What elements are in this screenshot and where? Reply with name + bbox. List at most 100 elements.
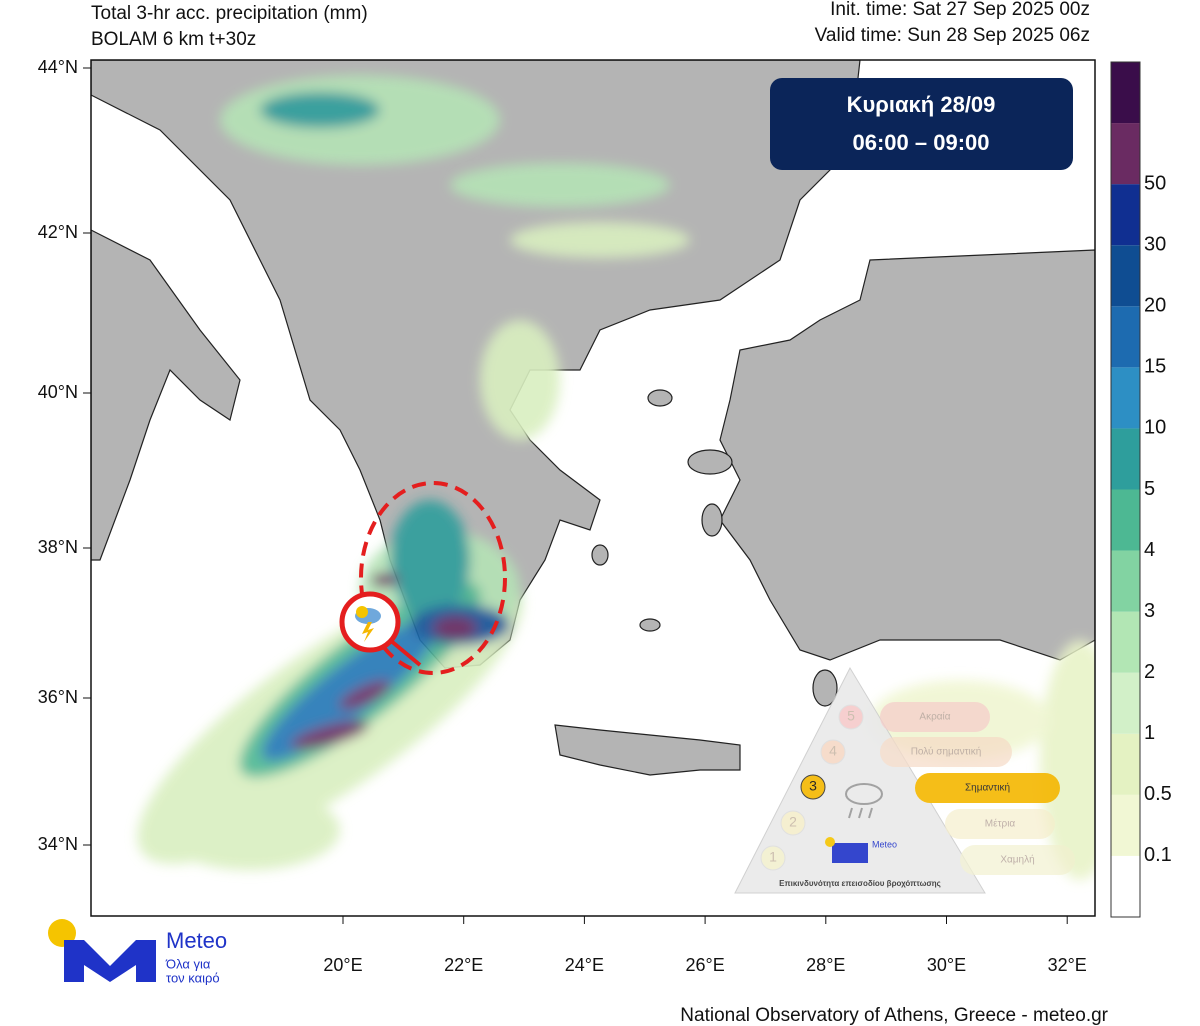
init-time: Init. time: Sat 27 Sep 2025 00z xyxy=(830,0,1090,20)
mini-logo xyxy=(832,843,868,863)
mini-logo-name: Meteo xyxy=(872,839,897,849)
lon-label: 32°E xyxy=(1048,955,1087,975)
lon-label: 28°E xyxy=(806,955,845,975)
logo-name: Meteo xyxy=(166,928,227,953)
colorbar-label: 20 xyxy=(1144,295,1166,317)
island xyxy=(701,503,723,537)
crete xyxy=(554,724,741,776)
risk-scale: Meteo Επικινδυνότητα επεισοδίου βροχόπτω… xyxy=(734,666,1075,894)
banner-box xyxy=(770,78,1073,170)
risk-label: Σημαντική xyxy=(965,782,1010,794)
logo-mark xyxy=(64,940,156,982)
colorbar-label: 1 xyxy=(1144,722,1155,744)
risk-label: Πολύ σημαντική xyxy=(911,746,982,758)
risk-number: 3 xyxy=(809,778,817,794)
island xyxy=(812,669,838,707)
lon-label: 24°E xyxy=(565,955,604,975)
lon-label: 20°E xyxy=(323,955,362,975)
risk-pill xyxy=(915,773,1060,803)
colorbar-bin xyxy=(1111,794,1140,856)
risk-badge xyxy=(820,739,846,765)
rain-cloud xyxy=(845,783,883,805)
model: BOLAM 6 km t+30z xyxy=(91,29,256,50)
risk-label: Ακραία xyxy=(919,711,950,723)
colorbar-label: 5 xyxy=(1144,478,1155,500)
colorbar-label: 0.5 xyxy=(1144,783,1172,805)
colorbar-label: 3 xyxy=(1144,600,1155,622)
colorbar-label: 0.1 xyxy=(1144,844,1172,866)
colorbar-bin xyxy=(1111,123,1140,185)
colorbar-frame xyxy=(1110,61,1141,918)
risk-pill xyxy=(880,702,990,732)
pointer-line xyxy=(388,638,422,667)
lat-label: 36°N xyxy=(38,687,78,707)
logo-tagline: Όλα για xyxy=(165,956,211,971)
risk-pill xyxy=(945,809,1055,839)
island xyxy=(647,389,673,407)
colorbar-label: 15 xyxy=(1144,356,1166,378)
colorbar-label: 10 xyxy=(1144,417,1166,439)
precipitation xyxy=(137,75,1095,880)
mini-logo-sun xyxy=(825,837,835,847)
colorbar-bin xyxy=(1111,306,1140,368)
risk-badge xyxy=(760,845,786,871)
map xyxy=(91,60,1095,916)
risk-badge xyxy=(800,774,826,800)
title: Total 3-hr acc. precipitation (mm) xyxy=(91,3,368,24)
lat-label: 40°N xyxy=(38,382,78,402)
risk-caption: Επικινδυνότητα επεισοδίου βροχόπτωσης xyxy=(779,879,941,888)
risk-pill xyxy=(880,737,1012,767)
colorbar: 0.1 0.5 1 2 3 4 5 10 15 20 30 50 xyxy=(1110,61,1172,918)
banner-period: 06:00 – 09:00 xyxy=(853,130,990,155)
risk-number: 4 xyxy=(829,743,837,759)
lat-label: 34°N xyxy=(38,834,78,854)
risk-number: 1 xyxy=(769,849,777,865)
lightning xyxy=(362,622,374,642)
storm-sun xyxy=(356,606,368,618)
colorbar-bin xyxy=(1111,855,1140,917)
turkey xyxy=(719,249,1095,661)
axes: 44°N 42°N 40°N 38°N 36°N 34°N 20°E 22°E 24°E 26°E… xyxy=(38,57,1087,975)
island xyxy=(639,618,661,632)
risk-badge xyxy=(838,704,864,730)
risk-number: 5 xyxy=(847,708,855,724)
colorbar-label: 4 xyxy=(1144,539,1155,561)
colorbar-bin xyxy=(1111,550,1140,612)
colorbar-label: 50 xyxy=(1144,172,1166,194)
lat-label: 38°N xyxy=(38,537,78,557)
colorbar-bin xyxy=(1111,184,1140,246)
footer: National Observatory of Athens, Greece -… xyxy=(680,1005,1108,1026)
banner: Κυριακή 28/09 06:00 – 09:00 xyxy=(770,78,1073,170)
colorbar-label: 2 xyxy=(1144,661,1155,683)
lat-label: 44°N xyxy=(38,57,78,77)
lon-label: 26°E xyxy=(685,955,724,975)
island xyxy=(687,449,733,475)
risk-pill xyxy=(960,845,1075,875)
highlight-area xyxy=(359,481,507,675)
balkans xyxy=(91,60,861,669)
rain-drops xyxy=(848,807,873,819)
valid-time: Valid time: Sun 28 Sep 2025 06z xyxy=(815,25,1090,46)
risk-label: Χαμηλή xyxy=(1000,854,1034,866)
logo: Meteo Όλα για τον καιρό xyxy=(48,919,227,985)
colorbar-bin xyxy=(1111,672,1140,734)
island xyxy=(591,544,609,566)
lat-label: 42°N xyxy=(38,222,78,242)
colorbar-bin xyxy=(1111,245,1140,307)
colorbar-bin xyxy=(1111,62,1140,124)
lon-label: 30°E xyxy=(927,955,966,975)
colorbar-bin xyxy=(1111,428,1140,490)
map-frame xyxy=(90,59,1096,917)
colorbar-bin xyxy=(1111,733,1140,795)
colorbar-bin xyxy=(1111,489,1140,551)
logo-tagline: τον καιρό xyxy=(166,970,220,985)
risk-label: Μέτρια xyxy=(985,818,1016,830)
colorbar-bin xyxy=(1111,611,1140,673)
colorbar-label: 30 xyxy=(1144,233,1166,255)
risk-number: 2 xyxy=(789,814,797,830)
risk-badge xyxy=(780,810,806,836)
lon-label: 22°E xyxy=(444,955,483,975)
italy xyxy=(91,229,241,561)
